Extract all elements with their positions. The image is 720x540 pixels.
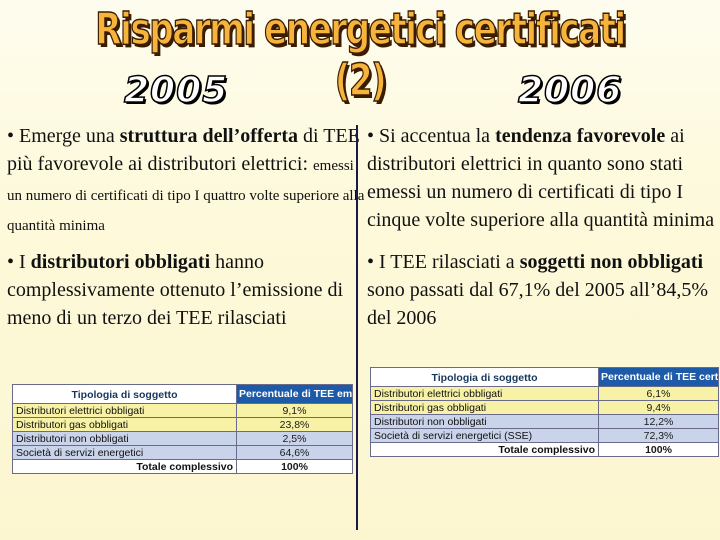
slide-title: Risparmi energetici certificati (2): [95, 3, 627, 107]
small-text: emessi un numero di certificati di tipo …: [7, 158, 365, 234]
bold-text: soggetti non obbligati: [519, 251, 704, 273]
right-bullet-1: • Si accentua la tendenza favorevole ai …: [367, 122, 717, 234]
column-header-type: Tipologia di soggetto: [12, 384, 237, 404]
row-value: 12,2%: [598, 414, 719, 429]
table-row: Distributori elettrici obbligati 9,1%: [12, 403, 353, 418]
left-bullet-1: • Emerge una struttura dell’offerta di T…: [7, 122, 365, 240]
bullet-text: • I: [7, 251, 31, 273]
row-label: Distributori elettrici obbligati: [12, 403, 237, 418]
row-value: 64,6%: [236, 445, 353, 460]
bold-text: distributori obbligati: [30, 251, 211, 273]
column-header-percentage: Percentuale di TEE emessi rispetto al to…: [236, 384, 353, 404]
table-row: Distributori non obbligati 12,2%: [370, 414, 719, 429]
row-label: Distributori non obbligati: [370, 414, 599, 429]
row-label: Distributori elettrici obbligati: [370, 386, 599, 401]
tee-table-2005: Tipologia di soggetto Percentuale di TEE…: [12, 384, 353, 474]
table-row: Distributori elettrici obbligati 6,1%: [370, 386, 719, 401]
row-label: Distributori gas obbligati: [370, 400, 599, 415]
table-row: Distributori gas obbligati 9,4%: [370, 400, 719, 415]
table-total-row: Totale complessivo 100%: [12, 459, 353, 474]
bullet-text: • I TEE rilasciati a: [367, 251, 520, 273]
bullet-text: sono passati dal 67,1% del 2005 all’84,5…: [367, 279, 709, 329]
bold-text: tendenza favorevole: [495, 125, 666, 147]
row-value: 2,5%: [236, 431, 353, 446]
column-header-percentage: Percentuale di TEE certificati rispetto …: [598, 367, 719, 387]
row-value: 6,1%: [598, 386, 719, 401]
total-label: Totale complessivo: [370, 442, 599, 457]
bullet-text: hanno complessivamente ottenuto l’emissi…: [7, 251, 344, 329]
row-label: Distributori gas obbligati: [12, 417, 237, 432]
right-column: • Si accentua la tendenza favorevole ai …: [367, 122, 717, 332]
table-row: Distributori gas obbligati 23,8%: [12, 417, 353, 432]
table-row: Società di servizi energetici 64,6%: [12, 445, 353, 460]
table-total-row: Totale complessivo 100%: [370, 442, 719, 457]
total-value: 100%: [236, 459, 353, 474]
column-header-type: Tipologia di soggetto: [370, 367, 599, 387]
table-row: Società di servizi energetici (SSE) 72,3%: [370, 428, 719, 443]
left-column: • Emerge una struttura dell’offerta di T…: [7, 122, 365, 332]
column-divider: [356, 125, 358, 530]
table-row: Distributori non obbligati 2,5%: [12, 431, 353, 446]
row-label: Società di servizi energetici: [12, 445, 237, 460]
bullet-text: ai distributori elettrici in quanto sono…: [367, 125, 715, 231]
year-label-left: 2005: [123, 69, 229, 112]
tee-table-2006: Tipologia di soggetto Percentuale di TEE…: [370, 367, 719, 457]
bold-text: struttura dell’offerta: [119, 125, 298, 147]
right-bullet-2: • I TEE rilasciati a soggetti non obblig…: [367, 248, 717, 332]
row-value: 9,1%: [236, 403, 353, 418]
total-label: Totale complessivo: [12, 459, 237, 474]
row-value: 72,3%: [598, 428, 719, 443]
total-value: 100%: [598, 442, 719, 457]
row-label: Società di servizi energetici (SSE): [370, 428, 599, 443]
row-value: 23,8%: [236, 417, 353, 432]
bullet-text: • Si accentua la: [367, 125, 496, 147]
left-bullet-2: • I distributori obbligati hanno comples…: [7, 248, 365, 332]
row-value: 9,4%: [598, 400, 719, 415]
bullet-text: • Emerge una: [7, 125, 120, 147]
bullet-text: di TEE più favorevole ai distributori el…: [7, 125, 360, 175]
row-label: Distributori non obbligati: [12, 431, 237, 446]
year-label-right: 2006: [517, 69, 623, 112]
